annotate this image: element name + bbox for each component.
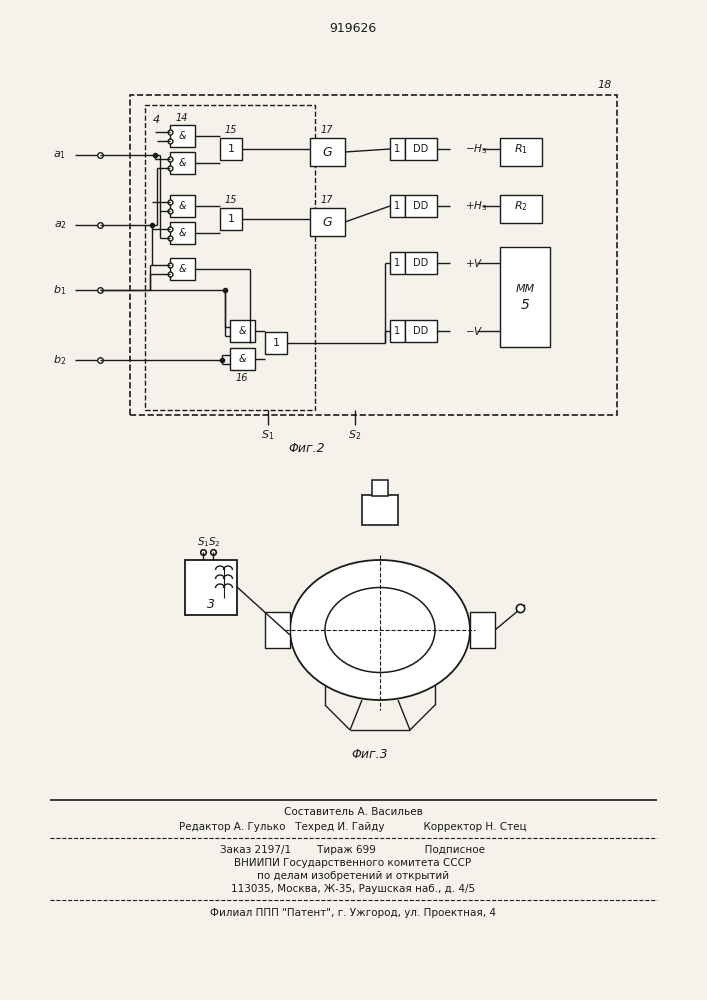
Bar — [130, 95, 617, 415]
Bar — [170, 258, 195, 280]
Ellipse shape — [290, 560, 470, 700]
Text: ВНИИПИ Государственного комитета СССР: ВНИИПИ Государственного комитета СССР — [235, 858, 472, 868]
Bar — [390, 195, 405, 217]
Text: $R_2$: $R_2$ — [514, 199, 528, 213]
Bar — [500, 195, 542, 223]
Text: MM: MM — [515, 284, 534, 294]
Bar — [145, 105, 315, 410]
Bar — [390, 138, 405, 160]
Text: $S_1$: $S_1$ — [262, 428, 274, 442]
Text: 919626: 919626 — [329, 21, 377, 34]
Text: $S_2$: $S_2$ — [349, 428, 361, 442]
Text: $a_1$: $a_1$ — [54, 149, 66, 161]
Text: $+H_3$: $+H_3$ — [465, 199, 488, 213]
Text: DD: DD — [414, 326, 428, 336]
Text: $S_2$: $S_2$ — [208, 535, 220, 549]
Text: &: & — [178, 158, 186, 168]
Text: 17: 17 — [321, 125, 333, 135]
Text: Заказ 2197/1        Тираж 699               Подписное: Заказ 2197/1 Тираж 699 Подписное — [221, 845, 486, 855]
Bar — [470, 612, 495, 648]
Bar — [265, 332, 287, 354]
Text: 18: 18 — [597, 80, 612, 90]
Bar — [362, 495, 398, 525]
Bar — [220, 208, 242, 230]
Bar — [220, 138, 242, 160]
Text: 15: 15 — [225, 195, 238, 205]
Bar — [170, 152, 195, 174]
Text: 1: 1 — [394, 144, 400, 154]
Text: &: & — [178, 131, 186, 141]
Bar — [230, 348, 255, 370]
Ellipse shape — [325, 587, 435, 672]
Text: 14: 14 — [176, 113, 188, 123]
Bar — [500, 247, 550, 347]
Bar — [390, 252, 405, 274]
Bar — [390, 320, 405, 342]
Text: 1: 1 — [394, 201, 400, 211]
Text: 15: 15 — [225, 125, 238, 135]
Bar — [405, 195, 437, 217]
Text: $R_1$: $R_1$ — [514, 142, 528, 156]
Bar — [500, 138, 542, 166]
Bar — [170, 222, 195, 244]
Bar — [310, 138, 345, 166]
Text: &: & — [178, 201, 186, 211]
Text: DD: DD — [414, 144, 428, 154]
Text: $S_1$: $S_1$ — [197, 535, 209, 549]
Text: 1: 1 — [228, 214, 235, 224]
Text: G: G — [322, 145, 332, 158]
Bar — [170, 195, 195, 217]
Text: 4: 4 — [153, 115, 160, 125]
Text: по делам изобретений и открытий: по делам изобретений и открытий — [257, 871, 449, 881]
Bar — [230, 320, 255, 342]
Text: $b_1$: $b_1$ — [53, 283, 66, 297]
Text: $+V$: $+V$ — [465, 257, 484, 269]
Text: DD: DD — [414, 201, 428, 211]
Text: &: & — [178, 264, 186, 274]
Text: 17: 17 — [321, 195, 333, 205]
Text: 1: 1 — [394, 326, 400, 336]
Text: 1: 1 — [228, 144, 235, 154]
Bar — [185, 560, 237, 615]
Text: 3: 3 — [207, 598, 215, 611]
Text: G: G — [322, 216, 332, 229]
Text: Составитель А. Васильев: Составитель А. Васильев — [284, 807, 423, 817]
Bar — [405, 252, 437, 274]
Text: DD: DD — [414, 258, 428, 268]
Text: $-H_3$: $-H_3$ — [465, 142, 488, 156]
Bar — [310, 208, 345, 236]
Text: &: & — [238, 354, 246, 364]
Text: 1: 1 — [272, 338, 279, 348]
Text: 113035, Москва, Ж-35, Раушская наб., д. 4/5: 113035, Москва, Ж-35, Раушская наб., д. … — [231, 884, 475, 894]
Text: &: & — [178, 228, 186, 238]
Text: $a_2$: $a_2$ — [54, 219, 66, 231]
Text: Редактор А. Гулько   Техред И. Гайду            Корректор Н. Стец: Редактор А. Гулько Техред И. Гайду Корре… — [179, 822, 527, 832]
Text: $b_2$: $b_2$ — [54, 353, 66, 367]
Bar — [170, 125, 195, 147]
Bar — [372, 480, 388, 496]
Text: Φиг.2: Φиг.2 — [288, 442, 325, 454]
Text: 5: 5 — [520, 298, 530, 312]
Text: $-V$: $-V$ — [465, 325, 484, 337]
Text: 1: 1 — [394, 258, 400, 268]
Text: &: & — [238, 326, 246, 336]
Text: Φиг.3: Φиг.3 — [351, 748, 388, 762]
Bar — [405, 320, 437, 342]
Text: 16: 16 — [235, 373, 248, 383]
Text: Филиал ППП "Патент", г. Ужгород, ул. Проектная, 4: Филиал ППП "Патент", г. Ужгород, ул. Про… — [210, 908, 496, 918]
Bar — [405, 138, 437, 160]
Bar — [265, 612, 290, 648]
